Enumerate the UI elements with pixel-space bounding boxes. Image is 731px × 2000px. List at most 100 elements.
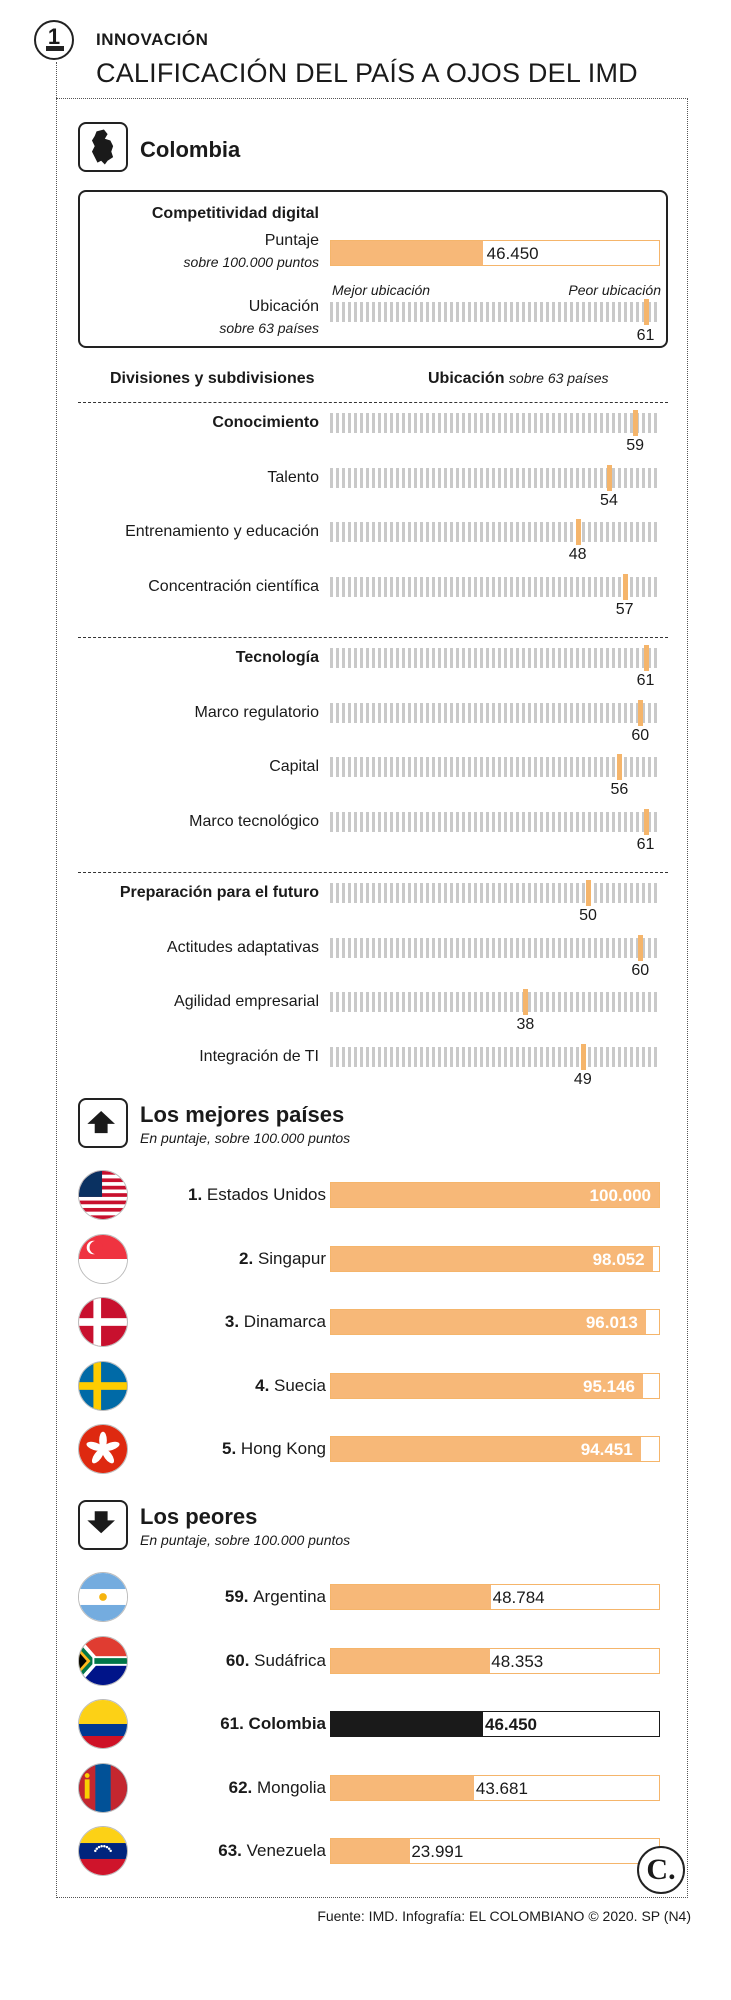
rank-number: 38 <box>516 1016 535 1033</box>
flag-argentina-icon <box>78 1572 128 1622</box>
country-score-fill <box>331 1712 484 1736</box>
rank-number: 61 <box>636 835 655 853</box>
rank-marker <box>575 519 581 545</box>
country-name: Colombia <box>140 137 241 162</box>
flag-mongolia-icon <box>78 1762 128 1813</box>
country-label: 59. Argentina <box>96 1587 326 1607</box>
badge-number: 1 <box>47 24 61 49</box>
panel-score-bar: 46.450 <box>330 240 660 266</box>
country-name: Argentina <box>253 1587 326 1606</box>
country-score-value: 48.353 <box>491 1651 544 1671</box>
rank-strip <box>330 648 660 668</box>
country-score-fill <box>331 1775 475 1800</box>
flag-venezuela-icon <box>78 1826 128 1876</box>
page-title: CALIFICACIÓN DEL PAÍS A OJOS DEL IMD <box>96 58 638 88</box>
best-title: Los mejores países <box>140 1102 345 1127</box>
country-score-bar: 23.991 <box>330 1838 660 1864</box>
rank-strip <box>330 1046 660 1067</box>
rank-number: 60 <box>631 961 650 979</box>
subdivision-label: Marco tecnológico <box>189 812 319 830</box>
flag-usa-icon <box>78 1170 128 1220</box>
country-name: Venezuela <box>246 1841 326 1860</box>
country-score-fill <box>331 1373 644 1398</box>
country-score-fill <box>331 1310 646 1334</box>
divisions-header-left: Divisiones y subdivisiones <box>110 370 315 387</box>
country-label: 2. Singapur <box>96 1249 326 1269</box>
flag-hongkong-icon <box>78 1424 128 1474</box>
country-rank: 1. <box>188 1185 207 1204</box>
country-score-value: 95.146 <box>582 1376 635 1396</box>
country-label: 60. Sudáfrica <box>96 1651 326 1671</box>
division-label: Conocimiento <box>212 414 319 431</box>
rank-number: 61 <box>636 672 655 689</box>
divisions-header-right-bold: Ubicación <box>428 370 505 387</box>
rank-strip <box>330 937 660 958</box>
flag-denmark-icon <box>78 1297 128 1347</box>
panel-rank-marker <box>643 299 649 325</box>
rank-marker <box>643 808 649 835</box>
country-name: Singapur <box>257 1248 326 1268</box>
subdivision-label: Integración de TI <box>199 1047 319 1065</box>
worst-title: Los peores <box>140 1504 258 1529</box>
arrow-down-icon <box>78 1500 128 1550</box>
country-score-bar: 100.000 <box>330 1182 660 1208</box>
worst-subtitle: En puntaje, sobre 100.000 puntos <box>140 1532 351 1548</box>
division-divider <box>78 402 668 403</box>
country-label: 1. Estados Unidos <box>96 1185 326 1205</box>
country-label: 62. Mongolia <box>96 1778 326 1798</box>
subdivision-label: Entrenamiento y educación <box>125 523 319 540</box>
worst-rank-label: Peor ubicación <box>568 282 661 298</box>
country-name: Sudáfrica <box>254 1650 326 1670</box>
kicker: INNOVACIÓN <box>96 30 209 49</box>
panel-rank-number: 61 <box>636 327 655 344</box>
country-name: Dinamarca <box>243 1312 326 1331</box>
panel-score-fill <box>331 241 484 265</box>
country-rank: 4. <box>255 1375 275 1395</box>
section-number-badge: 1 <box>34 20 74 60</box>
country-rank: 5. <box>222 1439 241 1458</box>
country-score-value: 96.013 <box>585 1313 638 1332</box>
country-score-fill <box>331 1183 659 1207</box>
country-score-fill <box>331 1437 641 1461</box>
rank-strip <box>330 883 660 903</box>
rank-strip <box>330 522 660 542</box>
best-rank-label: Mejor ubicación <box>332 282 431 298</box>
rank-number: 50 <box>579 907 597 924</box>
country-name: Colombia <box>248 1714 326 1733</box>
country-score-bar: 46.450 <box>330 1711 660 1737</box>
rank-label: Ubicación <box>248 298 319 315</box>
content-frame <box>56 98 688 1898</box>
subdivision-label: Marco regulatorio <box>194 703 320 721</box>
rank-strip <box>330 811 660 832</box>
arrow-up-icon <box>78 1098 128 1148</box>
subdivision-label: Capital <box>269 758 319 775</box>
country-score-bar: 94.451 <box>330 1436 660 1462</box>
rank-strip <box>330 702 660 723</box>
division-label: Tecnología <box>235 649 319 666</box>
rank-marker <box>523 989 529 1015</box>
country-label: 3. Dinamarca <box>96 1312 326 1332</box>
rank-sub-label: sobre 63 países <box>219 320 319 336</box>
rank-number: 57 <box>615 600 634 618</box>
badge-base <box>46 46 64 51</box>
country-name: Hong Kong <box>240 1439 326 1458</box>
subdivision-label: Actitudes adaptativas <box>166 938 319 956</box>
country-rank: 61. <box>220 1714 249 1733</box>
country-label: 5. Hong Kong <box>96 1439 326 1459</box>
panel-title: Competitividad digital <box>151 205 319 222</box>
el-colombiano-logo: C. <box>637 1846 685 1894</box>
rank-strip <box>330 757 660 777</box>
country-score-value: 48.784 <box>492 1588 545 1607</box>
frame-connector <box>56 62 57 100</box>
digital-competitiveness-panel <box>78 190 668 348</box>
rank-strip <box>330 467 660 488</box>
country-score-fill <box>331 1839 410 1863</box>
division-divider <box>78 872 668 873</box>
rank-marker <box>580 1043 586 1070</box>
country-score-value: 94.451 <box>580 1440 633 1459</box>
country-rank: 62. <box>228 1777 257 1797</box>
country-score-fill <box>331 1648 490 1673</box>
flag-sweden-icon <box>78 1360 128 1411</box>
country-score-bar: 48.353 <box>330 1647 660 1674</box>
rank-number: 54 <box>600 491 618 509</box>
